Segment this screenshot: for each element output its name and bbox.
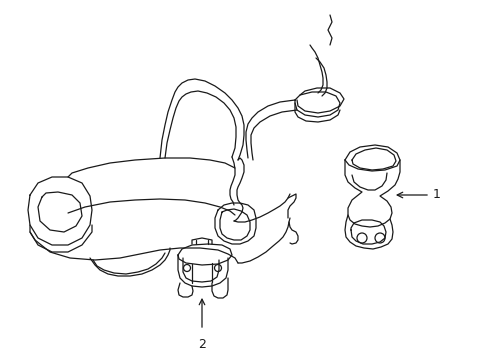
- Text: 2: 2: [198, 338, 205, 351]
- Text: 1: 1: [432, 189, 440, 202]
